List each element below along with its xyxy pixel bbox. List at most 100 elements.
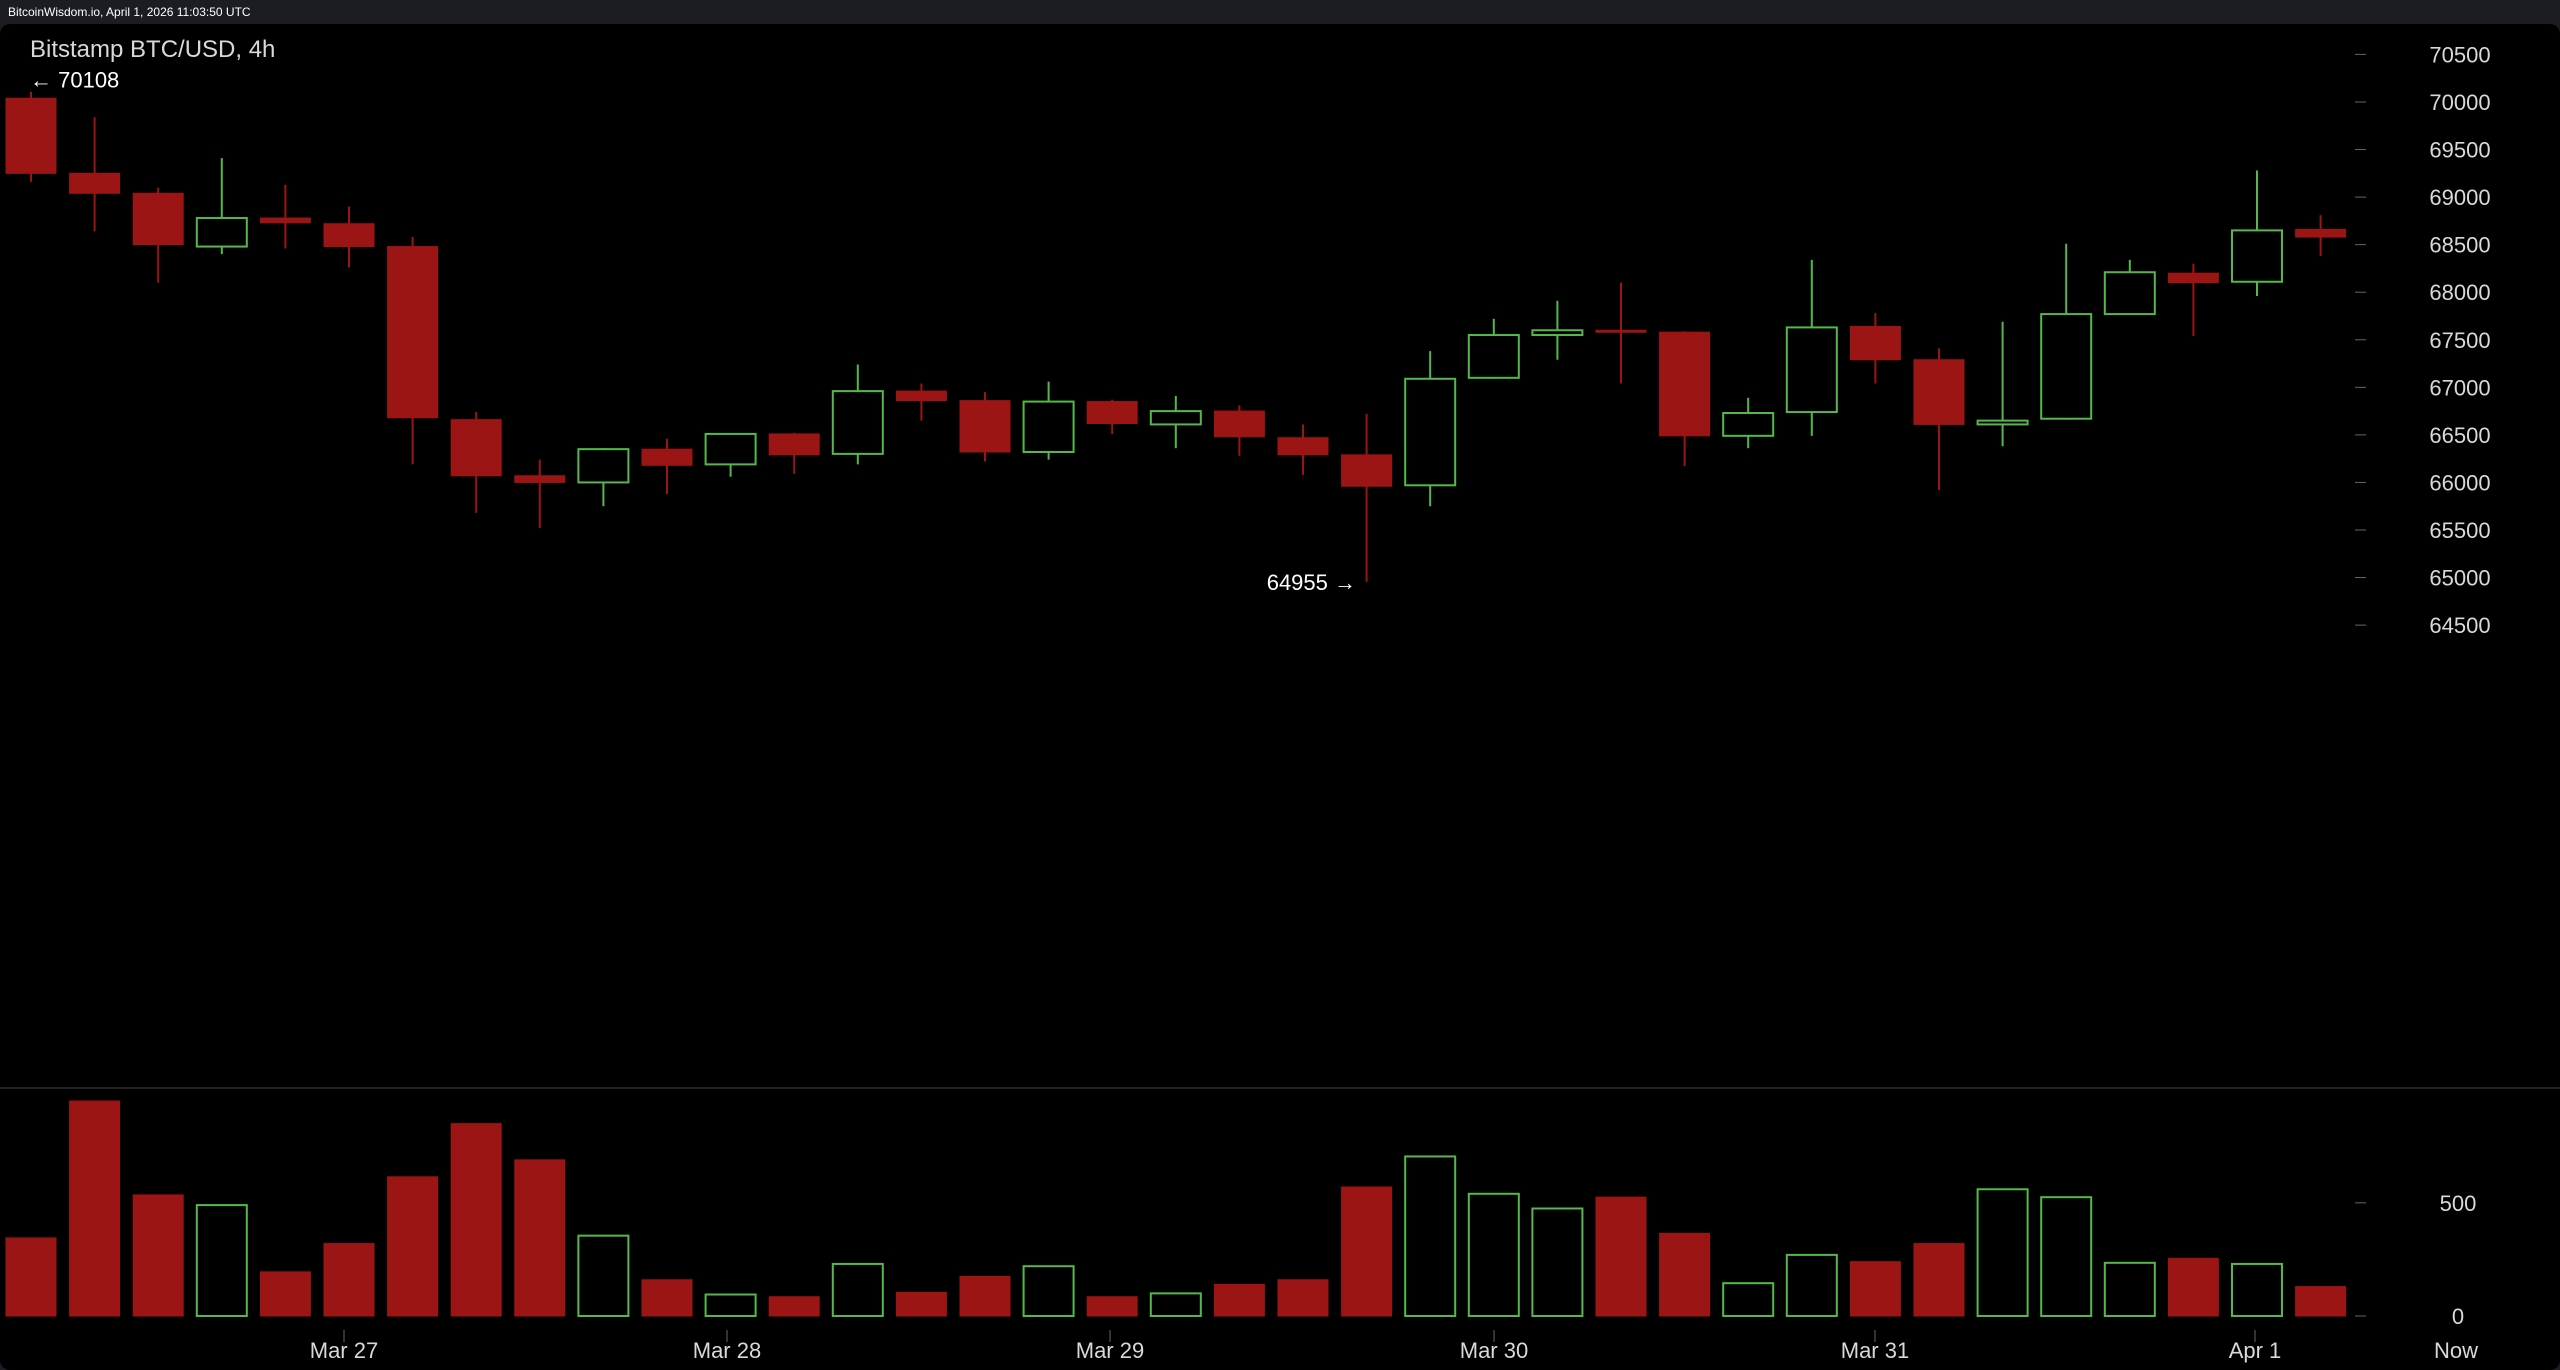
candle-body-up [2040, 313, 2093, 420]
candle-body-up [1722, 412, 1775, 437]
volume-tick-label: 0 [2452, 1304, 2464, 1329]
volume-bar-down [1659, 1232, 1711, 1317]
candle-body-down [514, 475, 566, 483]
candle-body-up [2231, 229, 2283, 283]
x-tick-label: Mar 31 [1841, 1338, 1909, 1363]
candle-body-down [1341, 454, 1393, 487]
volume-bar-down [1913, 1243, 1965, 1317]
candle-body-down [387, 246, 439, 419]
candle-body-down [1659, 331, 1711, 437]
candle-body-down [132, 192, 184, 246]
top-caption-bar: BitcoinWisdom.io, April 1, 2026 11:03:50… [0, 0, 2560, 24]
volume-bar-up [1467, 1192, 1520, 1317]
volume-bar-up [1531, 1207, 1584, 1317]
low-price-annotation: 64955 → [1267, 570, 1356, 595]
candle-body-up [704, 432, 757, 466]
volume-bar-up [1149, 1292, 1202, 1317]
volume-bar-down [2295, 1286, 2347, 1317]
volume-bar-down [895, 1291, 947, 1317]
volume-bar-down [1086, 1296, 1138, 1317]
volume-bar-up [2040, 1196, 2093, 1317]
candle-body-up [1785, 326, 1838, 414]
candle-body-down [1086, 401, 1138, 424]
x-tick-label: Now [2434, 1338, 2478, 1363]
volume-bar-up [2103, 1261, 2156, 1318]
x-tick-label: Mar 29 [1076, 1338, 1144, 1363]
candle-body-down [641, 448, 693, 466]
price-tick-label: 66500 [2429, 423, 2490, 448]
price-tick-label: 66000 [2429, 470, 2490, 495]
volume-bar-down [323, 1243, 375, 1317]
volume-bar-up [577, 1234, 630, 1317]
candle-body-up [1149, 410, 1202, 426]
candle-body-up [1022, 400, 1075, 454]
candle-body-down [5, 97, 57, 174]
volume-bar-up [1785, 1253, 1838, 1318]
candle-body-down [1849, 325, 1901, 361]
high-price-annotation: ← 70108 [30, 68, 119, 93]
x-tick-label: Mar 28 [693, 1338, 761, 1363]
volume-bar-down [2167, 1257, 2219, 1317]
candle-body-down [959, 400, 1011, 453]
volume-bar-down [1341, 1186, 1393, 1317]
price-tick-label: 64500 [2429, 613, 2490, 638]
x-tick-label: Mar 27 [310, 1338, 378, 1363]
volume-bar-down [641, 1279, 693, 1317]
candle-body-down [450, 419, 502, 477]
volume-bar-up [1722, 1282, 1775, 1317]
candle-body-down [1277, 437, 1329, 456]
candle-body-up [1976, 419, 2029, 426]
price-tick-label: 68000 [2429, 280, 2490, 305]
candle-body-up [831, 390, 884, 455]
candle-body-down [69, 172, 121, 194]
price-tick-label: 65000 [2429, 566, 2490, 591]
price-tick-label: 67500 [2429, 328, 2490, 353]
candle-body-down [1595, 329, 1647, 333]
candle-body-up [577, 448, 630, 484]
volume-bar-up [1976, 1188, 2029, 1318]
candle-body-up [195, 217, 248, 248]
volume-bar-down [132, 1194, 184, 1317]
candle-body-down [2167, 272, 2219, 284]
volume-bar-down [1849, 1261, 1901, 1317]
candle-body-up [1531, 329, 1584, 337]
price-tick-label: 69500 [2429, 138, 2490, 163]
volume-bar-down [387, 1176, 439, 1317]
volume-bar-down [514, 1159, 566, 1317]
volume-bar-up [831, 1262, 884, 1318]
x-tick-label: Mar 30 [1460, 1338, 1528, 1363]
volume-bar-up [704, 1293, 757, 1317]
header-caption: BitcoinWisdom.io, April 1, 2026 11:03:50… [8, 5, 251, 19]
candle-body-up [1467, 334, 1520, 379]
price-tick-label: 69000 [2429, 185, 2490, 210]
volume-bar-down [5, 1237, 57, 1317]
candle-body-up [1404, 377, 1457, 487]
chart-panel[interactable]: 64500 65000 65500 66000 66500 67000 67500 68000… [0, 24, 2560, 1370]
candle-body-down [2295, 228, 2347, 238]
price-tick-label: 65500 [2429, 518, 2490, 543]
candle-body-down [1213, 410, 1265, 438]
candle-body-down [1913, 359, 1965, 425]
price-tick-label: 68500 [2429, 233, 2490, 258]
x-tick-label: Apr 1 [2229, 1338, 2282, 1363]
volume-bar-down [959, 1275, 1011, 1317]
volume-bar-up [1022, 1265, 1075, 1318]
volume-bar-up [2231, 1262, 2283, 1318]
chart-title: Bitstamp BTC/USD, 4h [30, 36, 276, 63]
volume-bar-down [1595, 1196, 1647, 1317]
candle-body-down [259, 217, 311, 224]
candle-body-down [323, 223, 375, 248]
price-tick-label: 70000 [2429, 90, 2490, 115]
volume-bar-down [259, 1271, 311, 1317]
volume-bar-down [768, 1296, 820, 1317]
candle-body-up [2103, 271, 2156, 316]
volume-bar-down [69, 1100, 121, 1317]
volume-bar-up [1404, 1155, 1457, 1318]
volume-bar-down [450, 1123, 502, 1317]
volume-bar-down [1213, 1283, 1265, 1317]
candle-body-down [895, 390, 947, 402]
candlestick-chart[interactable]: 64500 65000 65500 66000 66500 67000 67500 68000… [0, 24, 2560, 1370]
price-tick-label: 70500 [2429, 42, 2490, 67]
volume-bar-up [195, 1204, 248, 1317]
price-tick-label: 67000 [2429, 375, 2490, 400]
